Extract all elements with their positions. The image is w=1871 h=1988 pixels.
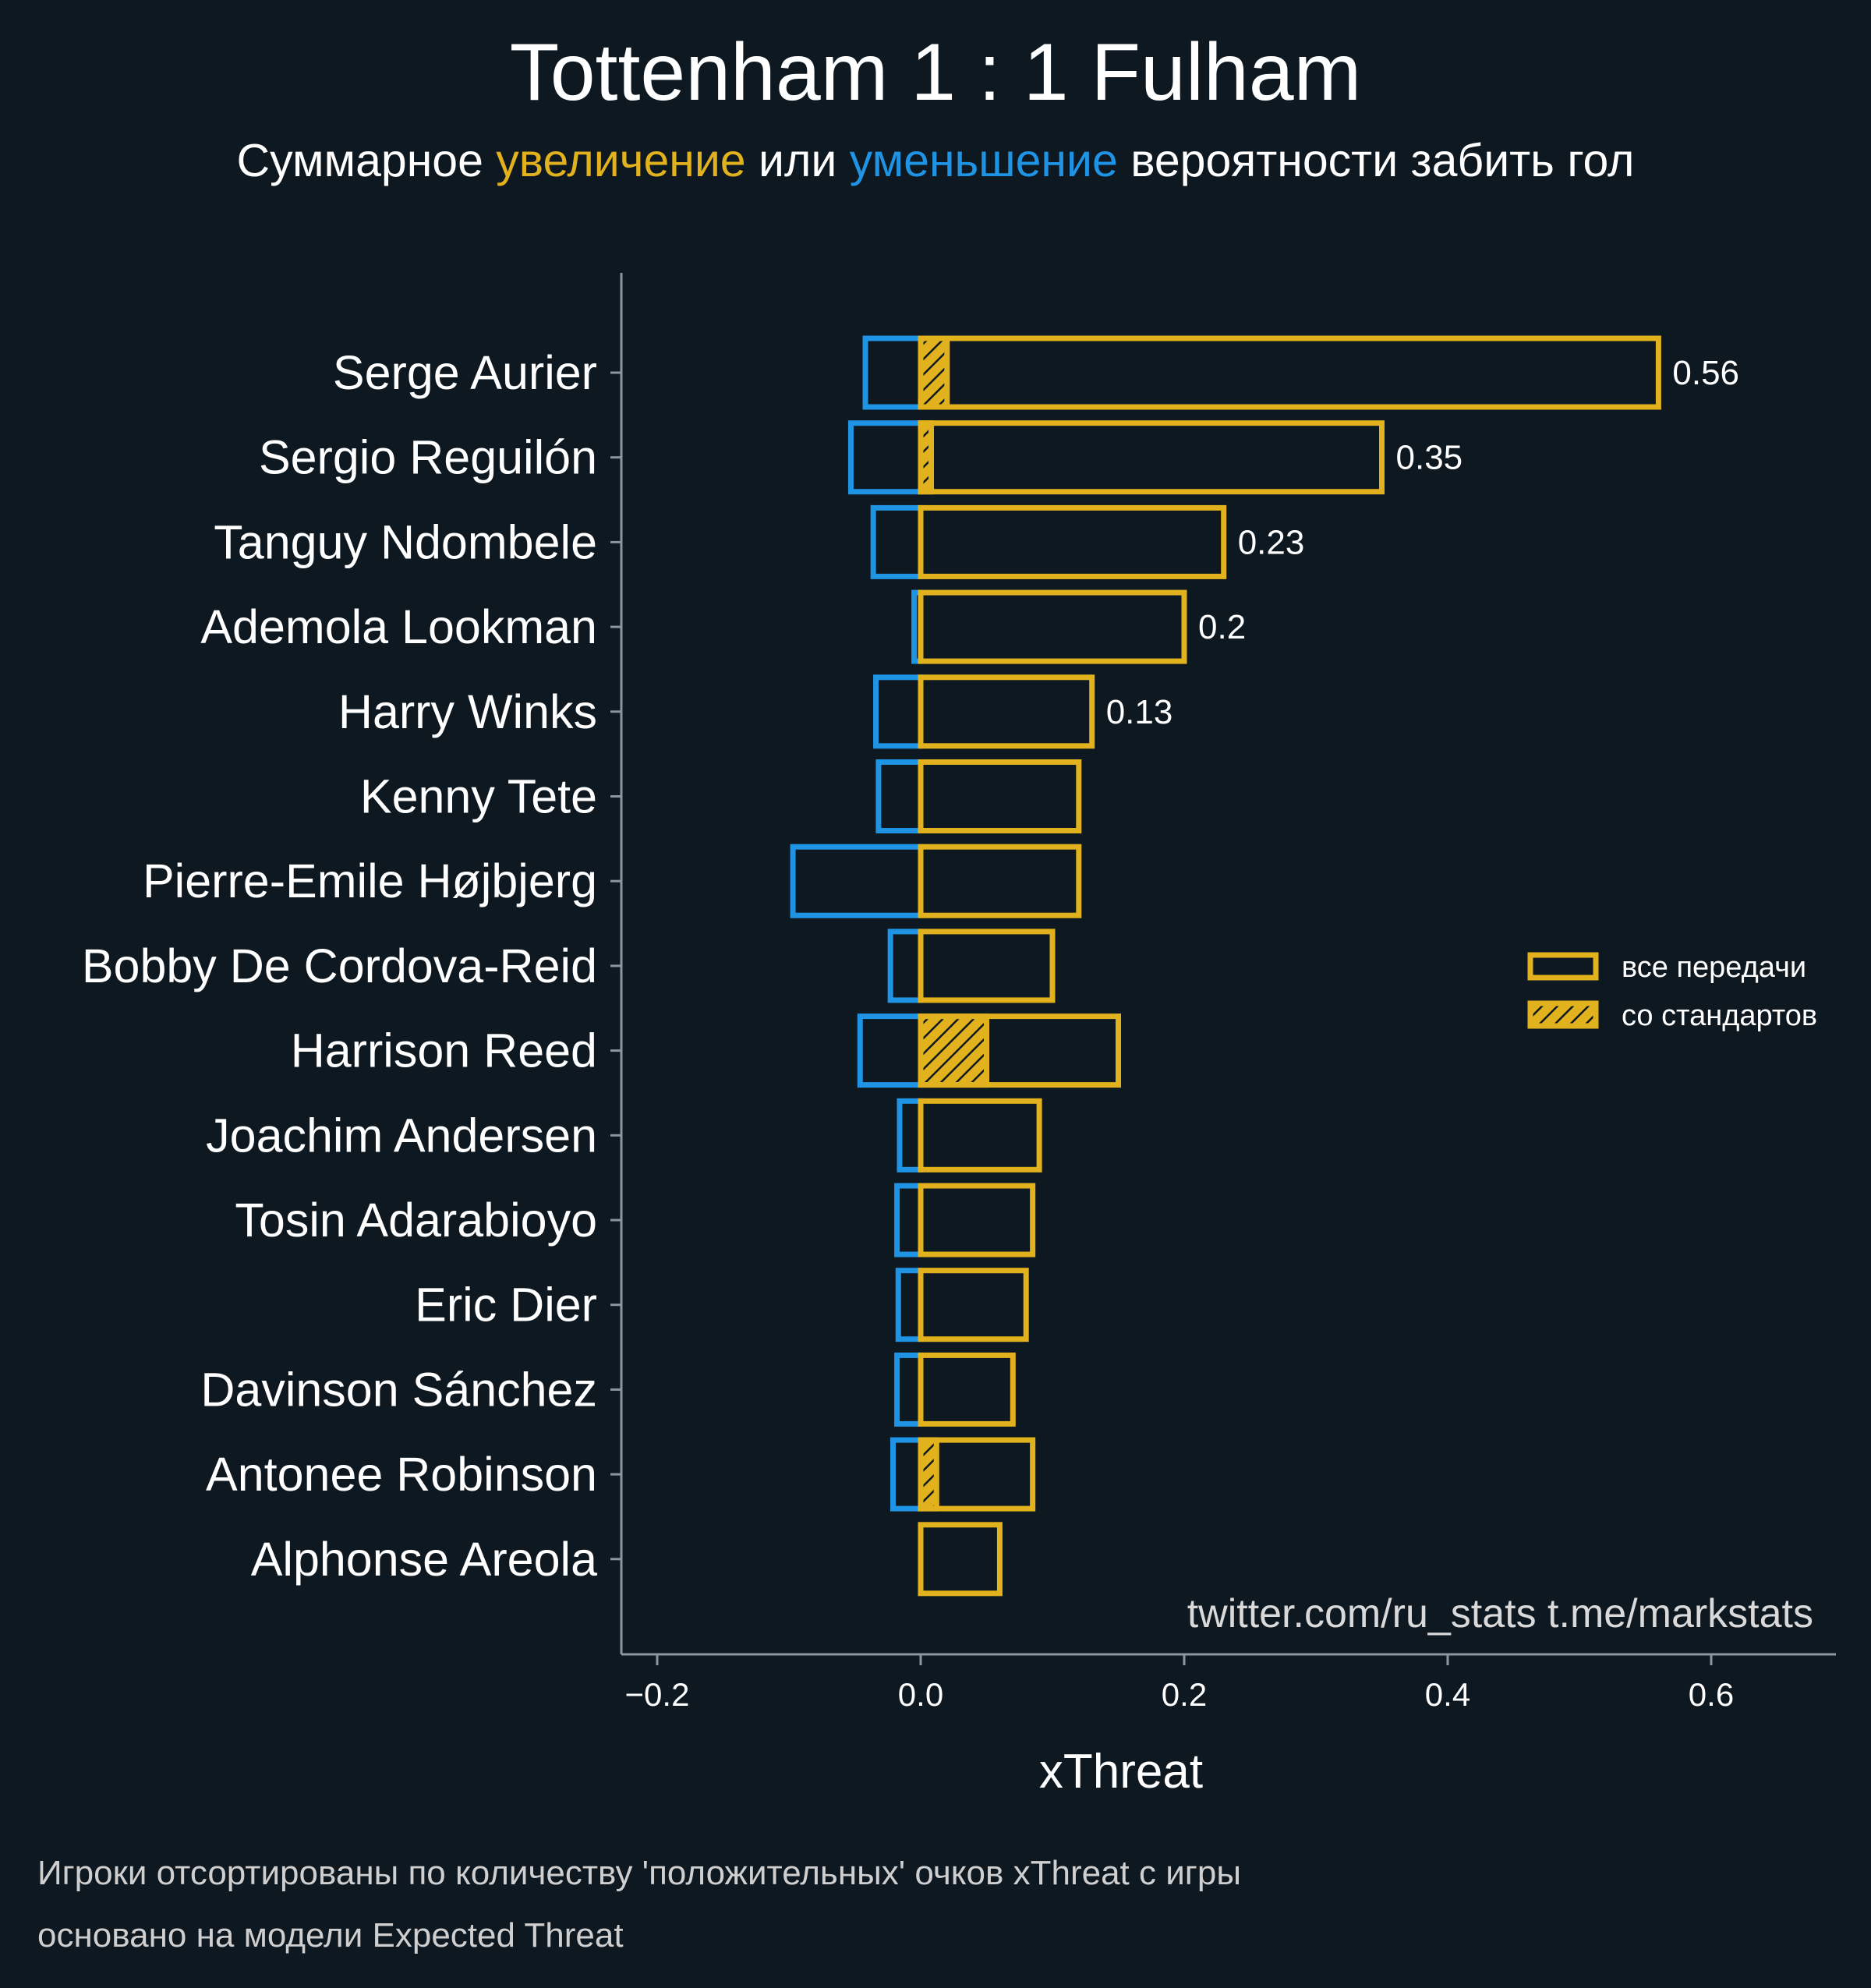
positive-bar bbox=[918, 844, 1082, 918]
subtitle-increase: увеличение bbox=[496, 135, 745, 186]
player-label: Harry Winks bbox=[338, 685, 597, 738]
value-label: 0.13 bbox=[1106, 693, 1173, 731]
player-label: Serge Aurier bbox=[333, 346, 597, 399]
positive-bar bbox=[918, 1352, 1016, 1427]
negative-bar bbox=[873, 674, 924, 749]
legend-label-set-pieces: со стандартов bbox=[1622, 999, 1817, 1032]
bars-group: 0.56 0.35 0.23 0.2 0.13 bbox=[790, 335, 1739, 1597]
watermark: twitter.com/ru_stats t.me/markstats bbox=[1187, 1591, 1813, 1636]
positive-bar bbox=[918, 674, 1095, 749]
positive-bar bbox=[918, 1183, 1036, 1258]
set-piece-bar bbox=[918, 335, 950, 410]
axes-group: Serge Aurier Sergio Reguilón Tanguy Ndombe… bbox=[82, 273, 1836, 1799]
player-label: Alphonse Areola bbox=[251, 1533, 597, 1586]
positive-bar bbox=[918, 420, 1385, 495]
negative-bar bbox=[895, 1268, 924, 1342]
x-tick-label: −0.2 bbox=[625, 1676, 690, 1713]
player-label: Tosin Adarabioyo bbox=[235, 1194, 597, 1247]
x-tick-label: 0.0 bbox=[898, 1676, 943, 1713]
legend-label-all-passes: все передачи bbox=[1622, 951, 1806, 984]
value-label: 0.35 bbox=[1396, 439, 1463, 477]
negative-bar bbox=[894, 1352, 924, 1427]
positive-bar bbox=[918, 1522, 1003, 1597]
player-label: Davinson Sánchez bbox=[200, 1363, 597, 1416]
subtitle-suffix: вероятности забить гол bbox=[1118, 135, 1635, 186]
set-piece-bar bbox=[918, 1013, 989, 1088]
negative-bar bbox=[890, 1437, 924, 1512]
chart-title: Tottenham 1 : 1 Fulham bbox=[510, 27, 1362, 118]
value-label: 0.23 bbox=[1238, 523, 1305, 561]
player-label: Antonee Robinson bbox=[206, 1448, 597, 1501]
player-label: Joachim Andersen bbox=[206, 1109, 597, 1162]
negative-bar bbox=[862, 335, 924, 410]
negative-bar bbox=[887, 929, 924, 1003]
positive-bar bbox=[918, 1098, 1042, 1173]
positive-bar bbox=[918, 1437, 1036, 1512]
footnote-line-2: основано на модели Expected Threat bbox=[37, 1916, 624, 1954]
legend: все передачи со стандартов bbox=[1527, 951, 1817, 1032]
negative-bar bbox=[857, 1013, 924, 1088]
footnote-line-1: Игроки отсортированы по количеству 'поло… bbox=[37, 1854, 1241, 1892]
x-tick-label: 0.4 bbox=[1425, 1676, 1470, 1713]
positive-bar bbox=[918, 1013, 1121, 1088]
x-axis-title: xThreat bbox=[1039, 1745, 1203, 1799]
subtitle-decrease: уменьшение bbox=[850, 135, 1118, 186]
legend-swatch-all-passes bbox=[1527, 952, 1599, 981]
negative-bar bbox=[897, 1098, 924, 1173]
negative-bar bbox=[870, 504, 924, 579]
subtitle-middle: или bbox=[746, 135, 850, 186]
player-label: Harrison Reed bbox=[291, 1024, 597, 1077]
chart-subtitle: Суммарное увеличение или уменьшение веро… bbox=[237, 135, 1635, 186]
negative-bar bbox=[875, 759, 924, 833]
player-label: Sergio Reguilón bbox=[259, 431, 597, 484]
value-label: 0.2 bbox=[1198, 608, 1246, 646]
player-label: Bobby De Cordova-Reid bbox=[82, 939, 597, 992]
positive-bar bbox=[918, 1268, 1029, 1342]
positive-bar bbox=[918, 335, 1661, 410]
negative-bar bbox=[894, 1183, 924, 1258]
player-label: Eric Dier bbox=[415, 1279, 597, 1332]
positive-bar bbox=[918, 929, 1056, 1003]
negative-bar bbox=[847, 420, 924, 495]
legend-swatch-set-pieces bbox=[1527, 1000, 1599, 1029]
value-label: 0.56 bbox=[1672, 354, 1739, 392]
player-label: Ademola Lookman bbox=[200, 600, 597, 653]
positive-bar bbox=[918, 504, 1227, 579]
positive-bar bbox=[918, 589, 1187, 664]
player-label: Kenny Tete bbox=[360, 770, 597, 823]
player-label: Pierre-Emile Højbjerg bbox=[143, 854, 597, 907]
x-tick-label: 0.6 bbox=[1689, 1676, 1734, 1713]
negative-bar bbox=[790, 844, 924, 918]
positive-bar bbox=[918, 759, 1082, 833]
player-label: Tanguy Ndombele bbox=[214, 515, 597, 568]
x-tick-label: 0.2 bbox=[1162, 1676, 1207, 1713]
subtitle-prefix: Суммарное bbox=[237, 135, 497, 186]
